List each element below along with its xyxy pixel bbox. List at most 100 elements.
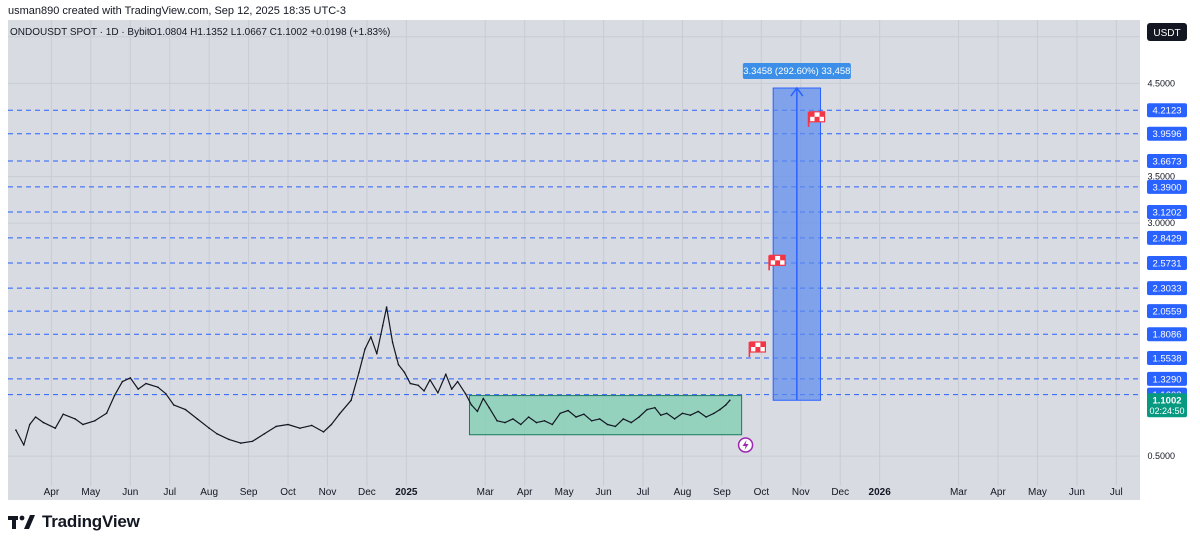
price-point <box>689 414 692 417</box>
price-point <box>598 418 601 420</box>
x-tick-label: May <box>555 487 574 498</box>
price-point <box>208 427 210 430</box>
price-point <box>385 306 388 308</box>
x-tick-label: Mar <box>477 487 495 498</box>
price-point <box>330 423 333 426</box>
level-price-tag <box>1147 230 1187 245</box>
x-tick-label: May <box>1028 487 1047 498</box>
flag-check <box>755 346 761 352</box>
tradingview-footer[interactable]: TradingView <box>8 512 140 532</box>
accumulation-range-box[interactable] <box>468 395 743 436</box>
x-tick-label: May <box>81 487 100 498</box>
level-price-tag <box>1147 255 1187 270</box>
price-point <box>705 416 707 418</box>
x-tick-label: Aug <box>674 487 692 498</box>
currency-button[interactable]: USDT <box>1147 23 1187 41</box>
price-point <box>437 392 439 394</box>
price-point <box>196 418 199 420</box>
x-tick-label: 2025 <box>395 487 418 498</box>
price-point <box>15 429 17 431</box>
level-price-tag <box>1147 327 1187 342</box>
price-point <box>216 433 218 435</box>
price-point <box>263 433 266 435</box>
lightning-icon <box>742 439 749 450</box>
price-point <box>322 431 325 433</box>
price-point <box>381 324 384 327</box>
level-price-label: 3.9596 <box>1152 129 1181 140</box>
flag-check <box>770 255 776 261</box>
y-tick-label: 0.5000 <box>1147 451 1175 461</box>
x-tick-label: Jul <box>1110 487 1123 498</box>
last-price-label: 1.1002 <box>1152 396 1181 407</box>
price-point <box>105 412 108 415</box>
range-box[interactable] <box>468 395 743 436</box>
price-point <box>299 427 301 430</box>
measure-label: 3.3458 (292.60%) 33,458 <box>743 66 850 77</box>
level-price-tag <box>1147 103 1187 118</box>
flag-check <box>775 260 781 266</box>
price-point <box>28 423 31 426</box>
price-point <box>403 371 406 374</box>
price-point <box>54 427 57 430</box>
price-point <box>391 341 394 344</box>
flag-3[interactable] <box>807 111 826 127</box>
x-tick-label: Dec <box>358 487 376 498</box>
price-point <box>660 414 662 417</box>
price-point <box>476 410 479 413</box>
price-point <box>62 413 64 416</box>
price-point <box>34 416 37 418</box>
flag-markers[interactable] <box>748 111 826 357</box>
measure-tool[interactable]: 3.3458 (292.60%) 33,458 <box>742 63 851 401</box>
x-tick-label: Sep <box>713 487 731 498</box>
price-point <box>445 373 447 376</box>
price-point <box>157 386 159 389</box>
price-point <box>575 416 577 418</box>
price-point <box>630 421 632 424</box>
y-tick-label: 4.5000 <box>1147 78 1175 88</box>
price-point <box>551 423 554 426</box>
x-tick-label: Jun <box>596 487 612 498</box>
price-point <box>504 421 506 424</box>
price-point <box>172 404 175 406</box>
x-tick-label: Jun <box>122 487 138 498</box>
price-point <box>535 421 538 424</box>
flag-check <box>750 341 756 347</box>
x-tick-label: Oct <box>280 487 296 498</box>
y-tick-label: 3.0000 <box>1147 218 1175 228</box>
event-marker[interactable] <box>737 437 754 453</box>
price-point <box>113 394 116 397</box>
price-point <box>665 412 668 415</box>
price-point <box>429 379 431 381</box>
flag-1[interactable] <box>748 341 767 357</box>
price-point <box>697 410 699 413</box>
flag-check <box>809 111 815 117</box>
price-point <box>464 392 467 395</box>
price-point <box>654 406 656 409</box>
legend-ohlc: O1.0804 H1.1352 L1.0667 C1.1002 +0.0198 … <box>149 27 390 38</box>
price-tags: 4.2123 3.9596 3.6673 3.3900 3.1202 2.8429 2.57… <box>1147 103 1187 418</box>
price-series <box>15 306 731 446</box>
flag-2[interactable] <box>768 254 786 271</box>
price-point <box>423 390 425 392</box>
price-point <box>614 425 617 428</box>
level-price-label: 1.5538 <box>1152 353 1181 364</box>
x-tick-label: Apr <box>44 487 60 498</box>
price-point <box>310 424 313 427</box>
price-point <box>228 438 230 441</box>
x-tick-label: Nov <box>792 487 810 498</box>
price-chart[interactable]: Apr May Jun Jul Aug Sep Oct Nov Dec 2025 Mar Apr May… <box>0 20 1200 502</box>
price-point <box>470 404 473 406</box>
price-point <box>94 420 96 422</box>
x-tick-label: Nov <box>319 487 337 498</box>
currency-button-label: USDT <box>1153 28 1180 39</box>
level-price-label: 3.3900 <box>1152 182 1181 193</box>
x-tick-label: Jul <box>163 487 176 498</box>
price-point <box>251 440 254 443</box>
level-price-tag <box>1147 179 1187 194</box>
price-point <box>129 377 132 379</box>
price-point <box>527 416 530 418</box>
level-price-tag <box>1147 153 1187 168</box>
attribution-text: usman890 created with TradingView.com, S… <box>8 5 346 17</box>
price-point <box>638 416 640 418</box>
level-price-label: 1.3290 <box>1152 374 1181 385</box>
